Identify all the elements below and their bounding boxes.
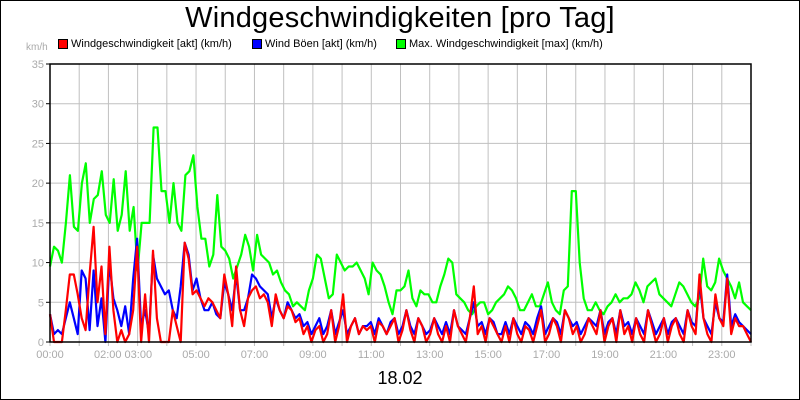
x-tick-label: 23:00 <box>708 349 736 361</box>
x-tick-label: 15:00 <box>474 349 502 361</box>
legend-swatch-red-icon <box>58 39 68 49</box>
legend-label: Wind Böen [akt] (km/h) <box>265 38 377 50</box>
y-tick-label: 35 <box>32 59 44 71</box>
y-tick-label: 0 <box>38 337 44 349</box>
y-axis-unit-label: km/h <box>26 42 48 53</box>
y-tick-label: 15 <box>32 218 44 230</box>
y-tick-label: 5 <box>38 297 44 309</box>
legend-item-max-speed: Max. Windgeschwindigkeit [max] (km/h) <box>396 38 603 50</box>
legend-item-wind-speed: Windgeschwindigkeit [akt] (km/h) <box>58 38 232 50</box>
tick-labels: 0 5 10 15 20 25 30 35 00:00 02:00 03:00 05:00 07:00… <box>32 59 736 361</box>
legend-label: Windgeschwindigkeit [akt] (km/h) <box>71 38 232 50</box>
x-tick-label: 21:00 <box>650 349 678 361</box>
y-tick-label: 10 <box>32 258 44 270</box>
plot-border <box>49 63 752 343</box>
legend-item-gusts: Wind Böen [akt] (km/h) <box>252 38 377 50</box>
y-tick-label: 20 <box>32 178 44 190</box>
series-line <box>48 126 752 316</box>
y-tick-label: 30 <box>32 99 44 111</box>
legend-label: Max. Windgeschwindigkeit [max] (km/h) <box>409 38 603 50</box>
x-tick-label: 13:00 <box>416 349 444 361</box>
x-tick-label: 00:00 <box>36 349 64 361</box>
axes <box>46 63 752 346</box>
x-tick-label: 02:00 03:00 <box>94 349 152 361</box>
x-tick-label: 19:00 <box>591 349 619 361</box>
x-tick-label: 05:00 <box>182 349 210 361</box>
x-tick-label: 17:00 <box>533 349 561 361</box>
legend-swatch-blue-icon <box>252 39 262 49</box>
chart-title: Windgeschwindigkeiten [pro Tag] <box>185 2 615 34</box>
legend-swatch-green-icon <box>396 39 406 49</box>
x-tick-label: 07:00 <box>241 349 269 361</box>
x-tick-label: 11:00 <box>358 349 385 361</box>
x-tick-label: 09:00 <box>299 349 327 361</box>
y-tick-label: 25 <box>32 138 44 150</box>
date-label: 18.02 <box>377 368 423 388</box>
